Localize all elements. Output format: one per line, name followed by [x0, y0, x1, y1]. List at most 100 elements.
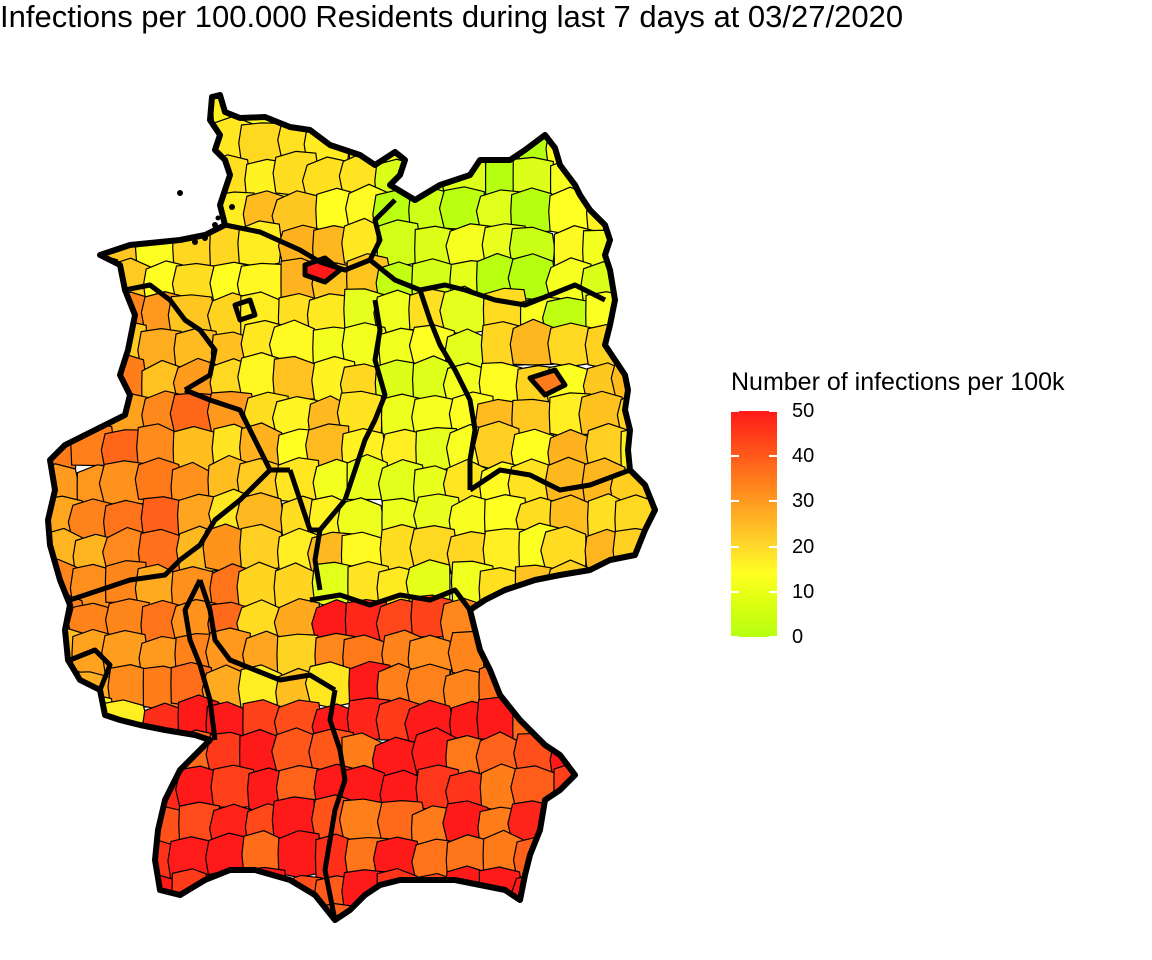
district-region: [611, 668, 655, 718]
district-region: [101, 189, 146, 233]
district-region: [652, 494, 655, 538]
district-region: [649, 295, 655, 342]
district-region: [611, 770, 655, 816]
district-region: [547, 634, 594, 684]
district-region: [579, 701, 625, 749]
district-region: [67, 356, 115, 403]
district-region: [653, 258, 655, 304]
legend-tick-label: 20: [792, 535, 815, 558]
district-region: [48, 357, 83, 405]
district-region: [610, 900, 655, 920]
district-region: [546, 864, 596, 915]
legend-tick-label: 50: [792, 400, 815, 422]
district-region: [102, 831, 149, 882]
district-region: [371, 95, 418, 134]
district-region: [584, 660, 630, 707]
district-region: [411, 902, 458, 920]
district-region: [409, 95, 456, 131]
district-region: [48, 837, 87, 886]
district-region: [48, 765, 86, 810]
district-region: [513, 596, 559, 642]
legend-tick-label: 30: [792, 490, 815, 513]
district-region: [581, 119, 627, 165]
map-regions: [48, 95, 655, 920]
district-region: [73, 831, 121, 876]
district-region: [548, 835, 593, 882]
district-region: [615, 295, 655, 340]
district-region: [608, 798, 655, 845]
map-legend: Number of infections per 100k 50 40 30 20 10…: [731, 366, 1141, 666]
district-region: [169, 896, 213, 920]
district-region: [347, 903, 394, 920]
islands: [177, 182, 578, 245]
district-region: [106, 804, 152, 850]
district-region: [643, 95, 655, 140]
district-region: [654, 148, 655, 195]
district-region: [405, 663, 451, 707]
district-region: [518, 626, 561, 671]
district-region: [48, 797, 86, 848]
district-region: [106, 125, 154, 172]
district-region: [70, 115, 118, 165]
district-region: [209, 905, 256, 920]
district-region: [550, 594, 594, 641]
district-region: [654, 364, 655, 408]
district-region: [48, 158, 85, 205]
district-region: [48, 869, 80, 915]
district-region: [272, 355, 319, 400]
district-region: [142, 118, 190, 164]
district-region: [619, 867, 655, 914]
district-region: [48, 288, 83, 334]
district-region: [542, 698, 589, 747]
district-region: [614, 188, 655, 233]
district-region: [245, 907, 290, 920]
district-region: [648, 865, 655, 915]
district-region: [48, 118, 85, 168]
district-region: [107, 869, 152, 918]
district-region: [584, 632, 631, 680]
district-region: [68, 767, 113, 815]
district-region: [553, 762, 596, 807]
district-region: [67, 802, 113, 848]
district-region: [97, 900, 145, 920]
district-region: [581, 799, 632, 845]
district-region: [376, 867, 423, 916]
district-region: [620, 221, 655, 265]
district-region: [647, 904, 655, 920]
district-region: [73, 734, 118, 783]
district-region: [610, 120, 655, 166]
district-region: [586, 594, 632, 641]
district-region: [107, 768, 152, 814]
district-region: [642, 732, 655, 777]
district-region: [482, 95, 529, 135]
district-region: [543, 802, 589, 847]
district-region: [48, 729, 80, 775]
district-region: [48, 256, 87, 306]
district-region: [73, 324, 123, 370]
district-region: [48, 903, 87, 920]
district-region: [609, 157, 655, 202]
district-region: [542, 903, 589, 920]
legend-tick-label: 0: [792, 626, 804, 648]
district-region: [335, 95, 386, 131]
legend-tick-label: 10: [792, 580, 815, 603]
district-region: [618, 566, 655, 611]
district-region: [138, 187, 182, 232]
legend-title: Number of infections per 100k: [731, 368, 1065, 396]
district-region: [540, 95, 591, 133]
district-region: [609, 251, 655, 298]
district-region: [578, 152, 626, 202]
district-region: [649, 659, 655, 706]
district-region: [273, 904, 323, 920]
district-region: [475, 599, 522, 645]
district-region: [614, 598, 655, 646]
district-region: [582, 873, 626, 920]
district-region: [515, 897, 563, 920]
district-region: [612, 728, 655, 775]
district-region: [649, 127, 655, 174]
district-region: [621, 633, 655, 681]
district-region: [649, 217, 655, 264]
district-region: [649, 426, 655, 474]
district-region: [652, 703, 655, 747]
